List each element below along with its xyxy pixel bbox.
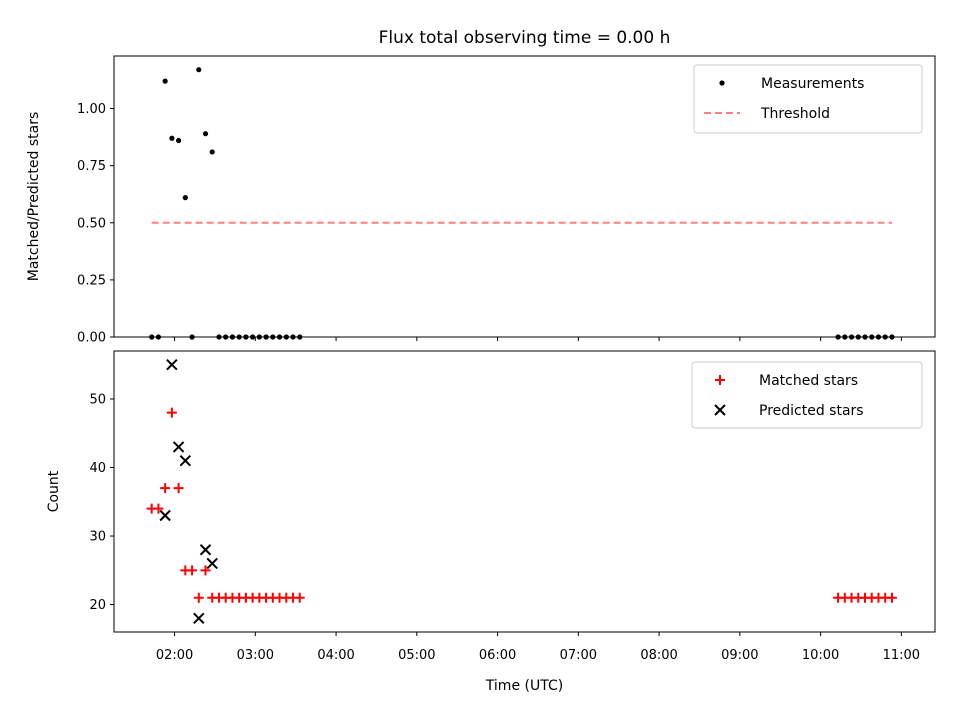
y-tick-label: 0.50 xyxy=(77,216,106,231)
measurement-point xyxy=(209,149,215,155)
measurement-point xyxy=(882,334,888,340)
x-tick-label: 03:00 xyxy=(237,648,274,663)
measurement-point xyxy=(889,334,895,340)
measurement-point xyxy=(842,334,848,340)
measurement-point xyxy=(202,131,209,137)
predicted-star-point xyxy=(179,454,192,467)
legend-box xyxy=(693,64,923,134)
chart-title: Flux total observing time = 0.00 h xyxy=(379,28,671,48)
measurement-point xyxy=(176,137,182,144)
matched-star-point xyxy=(886,592,897,603)
predicted-star-point xyxy=(159,509,171,522)
y-tick-label: 0.25 xyxy=(77,273,106,288)
measurement-point xyxy=(875,334,882,340)
y-tick-label: 1.00 xyxy=(77,102,106,117)
y-tick-label: 0.75 xyxy=(77,159,106,174)
predicted-star-point xyxy=(193,612,205,625)
measurement-point xyxy=(848,334,855,340)
measurement-point xyxy=(256,334,262,340)
measurement-point xyxy=(835,334,841,340)
measurement-point xyxy=(162,78,168,84)
measurement-point xyxy=(276,334,283,340)
predicted-star-point xyxy=(206,557,218,570)
legend-label: Threshold xyxy=(760,106,830,122)
predicted-star-point xyxy=(199,544,212,556)
measurement-point xyxy=(869,334,875,340)
measurement-point xyxy=(290,334,296,340)
x-tick-label: 06:00 xyxy=(479,648,516,663)
y-tick-label: 30 xyxy=(89,530,106,545)
matched-star-point xyxy=(173,483,184,494)
measurement-point xyxy=(223,334,229,340)
matched-star-point xyxy=(187,565,198,576)
legend-box xyxy=(691,361,923,429)
measurement-point xyxy=(263,334,269,340)
y-tick-label: 40 xyxy=(89,461,106,476)
matched-star-point xyxy=(294,592,305,603)
measurement-point xyxy=(297,334,303,340)
measurement-point xyxy=(243,334,249,340)
matched-star-point xyxy=(153,503,164,514)
x-tick-label: 11:00 xyxy=(883,648,920,663)
measurement-point xyxy=(855,334,861,340)
measurement-point xyxy=(155,334,162,340)
x-axis-label: Time (UTC) xyxy=(485,678,563,694)
predicted-star-point xyxy=(166,358,178,371)
predicted-star-point xyxy=(172,441,185,453)
legend-x-icon xyxy=(714,404,726,416)
measurement-point xyxy=(216,334,222,340)
measurement-point xyxy=(236,334,242,340)
matched-star-point xyxy=(193,592,204,603)
legend-plus-icon xyxy=(715,375,725,385)
legend-label: Measurements xyxy=(761,76,864,92)
x-tick-label: 07:00 xyxy=(560,648,597,663)
measurement-point xyxy=(196,67,202,73)
measurement-point xyxy=(189,334,195,340)
x-tick-label: 04:00 xyxy=(317,648,354,663)
x-tick-label: 02:00 xyxy=(156,648,193,663)
x-tick-label: 08:00 xyxy=(640,648,677,663)
legend-dot-icon xyxy=(719,80,725,86)
measurement-point xyxy=(270,334,276,340)
matched-star-point xyxy=(200,565,211,576)
measurement-point xyxy=(149,334,155,340)
y-tick-label: 50 xyxy=(89,392,106,407)
measurement-point xyxy=(169,135,175,141)
legend-label: Predicted stars xyxy=(759,403,864,419)
measurement-point xyxy=(250,334,256,340)
measurement-point xyxy=(283,334,289,340)
matched-star-point xyxy=(160,483,171,494)
matched-star-point xyxy=(166,407,177,418)
legend-label: Matched stars xyxy=(759,373,858,389)
x-tick-label: 05:00 xyxy=(398,648,435,663)
y-axis-label: Count xyxy=(46,470,62,512)
y-tick-label: 20 xyxy=(89,598,106,613)
measurement-point xyxy=(862,334,868,340)
y-tick-label: 0.00 xyxy=(77,331,106,346)
measurement-point xyxy=(229,334,236,340)
y-axis-label: Matched/Predicted stars xyxy=(26,112,42,282)
x-tick-label: 10:00 xyxy=(802,648,839,663)
measurement-point xyxy=(182,195,188,201)
x-tick-label: 09:00 xyxy=(721,648,758,663)
